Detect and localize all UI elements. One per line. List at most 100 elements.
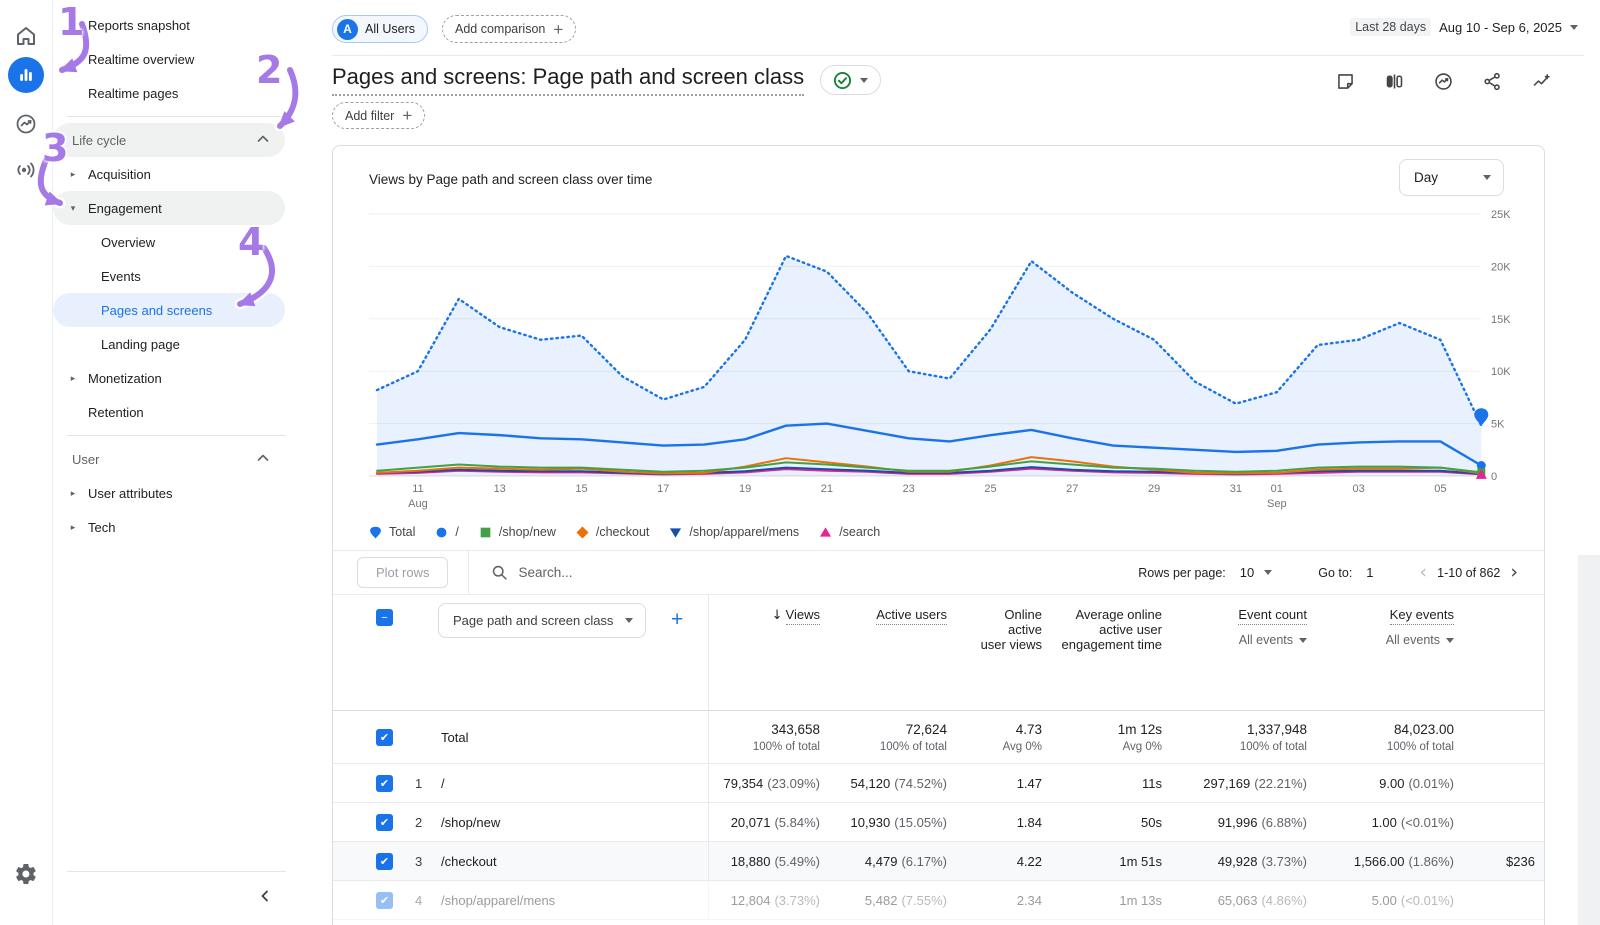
explore-icon[interactable]	[8, 106, 44, 142]
sidebar-item-monetization[interactable]: ▸Monetization	[53, 361, 285, 395]
expand-arrow-icon[interactable]: ▸	[66, 522, 80, 533]
rows-per-page-value[interactable]: 10	[1240, 565, 1254, 580]
svg-text:21: 21	[821, 483, 833, 495]
add-filter-button[interactable]: Add filter +	[332, 102, 425, 129]
metric-cell: 50s	[1044, 803, 1164, 841]
prev-page-icon[interactable]: ‹	[1420, 563, 1428, 582]
explore-circle-icon[interactable]	[1432, 70, 1454, 92]
row-checkbox[interactable]: ✔	[376, 729, 393, 746]
revenue-cell-cutoff: $236	[1456, 842, 1545, 880]
sidebar-item-user-attributes[interactable]: ▸User attributes	[53, 476, 285, 510]
share-icon[interactable]	[1481, 70, 1503, 92]
chevron-down-icon	[1446, 638, 1454, 643]
metric-filter[interactable]: All events	[1309, 633, 1454, 647]
settings-gear-icon[interactable]	[8, 856, 44, 892]
table-search[interactable]: Search...	[491, 564, 572, 581]
report-topbar: A All Users Add comparison + Last 28 day…	[300, 0, 1600, 56]
column-header-active-users[interactable]: Active users	[822, 595, 949, 710]
row-checkbox[interactable]: ✔	[376, 892, 393, 909]
legend-item--search[interactable]: /search	[819, 525, 880, 539]
expand-arrow-icon[interactable]: ▸	[66, 169, 80, 180]
metric-filter[interactable]: All events	[1164, 633, 1307, 647]
expand-arrow-icon[interactable]: ▾	[66, 203, 80, 214]
note-icon[interactable]	[1334, 70, 1356, 92]
legend-item--shop-new[interactable]: /shop/new	[479, 525, 556, 539]
add-comparison-button[interactable]: Add comparison +	[442, 15, 576, 43]
expand-arrow-icon[interactable]: ▸	[66, 488, 80, 499]
metric-cell: 2.34	[949, 881, 1044, 919]
sidebar-item-retention[interactable]: Retention	[53, 395, 285, 429]
ab-compare-icon[interactable]	[1383, 70, 1405, 92]
sidebar-item-life-cycle[interactable]: Life cycle	[53, 123, 285, 157]
sidebar-item-realtime-pages[interactable]: Realtime pages	[53, 76, 285, 110]
sidebar-item-tech[interactable]: ▸Tech	[53, 510, 285, 544]
sidebar-item-reports-snapshot[interactable]: Reports snapshot	[53, 8, 285, 42]
insights-icon[interactable]	[1530, 70, 1552, 92]
legend-item--checkout[interactable]: /checkout	[576, 525, 650, 539]
legend-item-total[interactable]: Total	[369, 525, 415, 539]
goto-value[interactable]: 1	[1366, 565, 1373, 580]
metric-cell: 10,930(15.05%)	[822, 803, 949, 841]
svg-text:15K: 15K	[1491, 314, 1510, 326]
advertising-icon[interactable]	[8, 152, 44, 188]
all-users-segment-chip[interactable]: A All Users	[332, 15, 428, 43]
column-header-online-active-user-views[interactable]: Online active user views	[949, 595, 1044, 710]
sidebar-item-overview[interactable]: Overview	[53, 225, 285, 259]
dimension-select[interactable]: Page path and screen class	[438, 603, 646, 638]
metric-cell: 1,337,948100% of total	[1164, 711, 1309, 763]
add-dimension-button[interactable]: +	[671, 608, 683, 632]
column-header-event-count[interactable]: Event countAll events	[1164, 595, 1309, 710]
date-range-picker[interactable]: Last 28 days Aug 10 - Sep 6, 2025	[1350, 18, 1578, 36]
select-all-checkbox[interactable]: −	[376, 609, 393, 626]
plot-rows-button[interactable]: Plot rows	[357, 557, 448, 588]
column-header-average-online-active-user-engagement-time[interactable]: Average online active user engagement ti…	[1044, 595, 1164, 710]
column-header-views[interactable]: ↓Views	[709, 595, 822, 710]
metric-cell: 18,880(5.49%)	[709, 842, 822, 880]
data-quality-badge[interactable]	[820, 65, 881, 95]
row-checkbox[interactable]: ✔	[376, 853, 393, 870]
sidebar-item-realtime-overview[interactable]: Realtime overview	[53, 42, 285, 76]
table-body: ✔Total343,658100% of total72,624100% of …	[333, 711, 1544, 920]
sidebar-item-user[interactable]: User	[53, 442, 285, 476]
ga4-reports-page: Reports snapshotRealtime overviewRealtim…	[0, 0, 1600, 925]
search-placeholder: Search...	[518, 565, 572, 580]
sidebar-item-pages-and-screens[interactable]: Pages and screens	[53, 293, 285, 327]
sidebar-item-events[interactable]: Events	[53, 259, 285, 293]
metric-cell: 343,658100% of total	[709, 711, 822, 763]
expand-arrow-icon[interactable]: ▸	[66, 373, 80, 384]
next-page-icon[interactable]: ›	[1510, 563, 1518, 582]
row-number: 2	[415, 815, 441, 830]
legend-item--[interactable]: /	[435, 525, 458, 539]
legend-item--shop-apparel-mens[interactable]: /shop/apparel/mens	[669, 525, 799, 539]
table-row-3: ✔3/checkout18,880(5.49%)4,479(6.17%)4.22…	[333, 842, 1544, 881]
collapse-sidebar-icon[interactable]	[253, 884, 277, 908]
row-checkbox[interactable]: ✔	[376, 775, 393, 792]
column-header-key-events[interactable]: Key eventsAll events	[1309, 595, 1456, 710]
metric-cell: 72,624100% of total	[822, 711, 949, 763]
sidebar-item-acquisition[interactable]: ▸Acquisition	[53, 157, 285, 191]
chevron-up-icon[interactable]	[257, 133, 269, 148]
table-row-4: ✔4/shop/apparel/mens12,804(3.73%)5,482(7…	[333, 881, 1544, 920]
sidebar-item-landing-page[interactable]: Landing page	[53, 327, 285, 361]
metric-cell: 4.73Avg 0%	[949, 711, 1044, 763]
metric-cell: 1,566.00(1.86%)	[1309, 842, 1456, 880]
svg-text:29: 29	[1148, 483, 1160, 495]
svg-text:Aug: Aug	[408, 498, 428, 510]
page-scrollbar[interactable]	[1578, 555, 1600, 925]
home-icon[interactable]	[8, 18, 44, 54]
granularity-select[interactable]: Day	[1399, 159, 1504, 196]
sidebar-item-engagement[interactable]: ▾Engagement	[53, 191, 285, 225]
chevron-down-icon	[1299, 638, 1307, 643]
svg-text:27: 27	[1066, 483, 1078, 495]
chevron-up-icon[interactable]	[257, 452, 269, 467]
chevron-down-icon[interactable]	[1264, 570, 1272, 575]
metric-cell: 12,804(3.73%)	[709, 881, 822, 919]
svg-text:0: 0	[1491, 471, 1497, 483]
metric-cell: 4.22	[949, 842, 1044, 880]
svg-text:05: 05	[1434, 483, 1446, 495]
row-checkbox[interactable]: ✔	[376, 814, 393, 831]
reports-icon[interactable]	[8, 57, 44, 93]
metric-cell: 84,023.00100% of total	[1309, 711, 1456, 763]
metric-cell: 91,996(6.88%)	[1164, 803, 1309, 841]
metric-cell: 20,071(5.84%)	[709, 803, 822, 841]
